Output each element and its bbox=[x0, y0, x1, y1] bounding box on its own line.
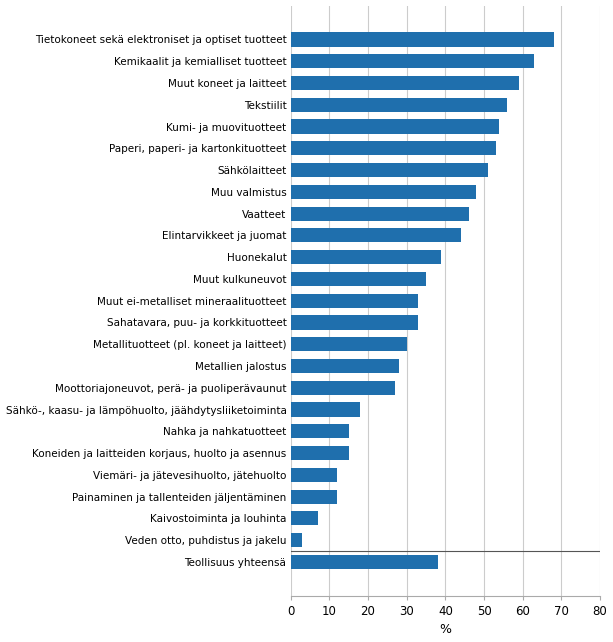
X-axis label: %: % bbox=[440, 623, 451, 636]
Bar bbox=[291, 511, 318, 526]
Bar bbox=[291, 424, 349, 438]
Bar bbox=[291, 229, 461, 243]
Bar bbox=[291, 446, 349, 460]
Bar bbox=[291, 555, 438, 569]
Bar bbox=[291, 533, 302, 547]
Bar bbox=[291, 272, 426, 286]
Bar bbox=[291, 207, 468, 221]
Bar bbox=[291, 119, 500, 134]
Bar bbox=[291, 250, 441, 265]
Bar bbox=[291, 163, 488, 177]
Bar bbox=[291, 359, 399, 373]
Bar bbox=[291, 490, 337, 504]
Bar bbox=[291, 185, 476, 199]
Bar bbox=[291, 403, 360, 417]
Bar bbox=[291, 337, 406, 351]
Bar bbox=[291, 381, 395, 395]
Bar bbox=[291, 141, 496, 155]
Bar bbox=[291, 98, 507, 112]
Bar bbox=[291, 315, 418, 329]
Bar bbox=[291, 468, 337, 482]
Bar bbox=[291, 32, 554, 46]
Bar bbox=[291, 54, 535, 68]
Bar bbox=[291, 76, 519, 90]
Bar bbox=[291, 293, 418, 308]
